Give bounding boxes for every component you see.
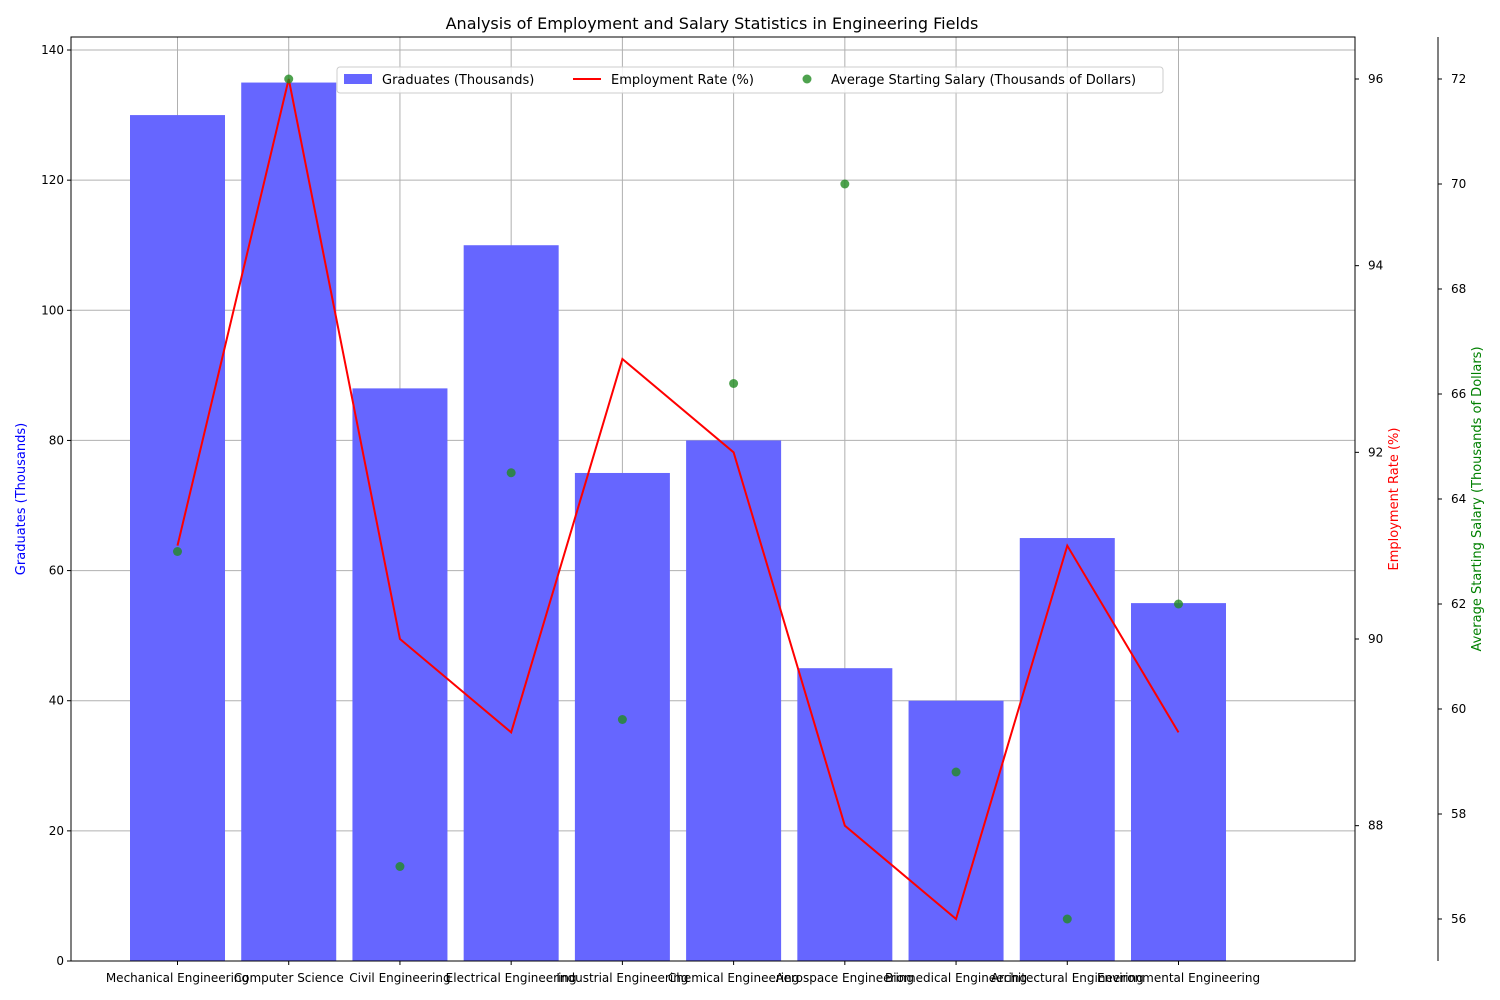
right-tick-label: 92 [1368, 445, 1383, 459]
left-tick-label: 40 [49, 694, 64, 708]
salary-point [506, 468, 516, 478]
legend-box [336, 66, 1164, 94]
right-axis: 88 90 92 94 96 [1355, 72, 1383, 833]
salary-point [173, 547, 182, 556]
left-tick-label: 120 [41, 173, 64, 187]
x-tick-label: Industrial Engineering [556, 971, 688, 985]
x-tick-label: Mechanical Engineering [106, 971, 249, 985]
line-series [176, 78, 1180, 921]
left-tick-label: 100 [41, 303, 64, 317]
scatter-series [173, 74, 1183, 924]
right-tick-label: 90 [1368, 632, 1383, 646]
chart-title: Analysis of Employment and Salary Statis… [446, 14, 979, 33]
x-tick-label: Aerospace Engineering [776, 971, 914, 985]
bar [908, 700, 1004, 961]
bar [1131, 603, 1226, 961]
salary-point [284, 74, 294, 84]
outer-tick-label: 72 [1451, 72, 1466, 86]
right-tick-label: 94 [1368, 259, 1383, 273]
outer-tick-label: 56 [1451, 912, 1466, 926]
left-axis-label: Graduates (Thousands) [14, 423, 29, 575]
x-tick-label: Electrical Engineering [446, 971, 577, 985]
legend-bar-label: Graduates (Thousands) [382, 73, 534, 88]
outer-tick-label: 58 [1451, 807, 1466, 821]
x-tick-label: Architectural Engineering [991, 971, 1144, 985]
x-tick-label: Civil Engineering [349, 971, 450, 985]
outer-axis-label: Average Starting Salary (Thousands of Do… [1470, 346, 1485, 651]
salary-point [729, 379, 739, 388]
salary-point [1174, 599, 1183, 609]
left-axis: 0 20 40 60 80 100 120 140 [41, 43, 71, 968]
outer-tick-label: 64 [1451, 492, 1466, 506]
left-tick-label: 60 [49, 564, 64, 578]
employment-rate-line [176, 78, 1180, 921]
outer-tick-label: 62 [1451, 597, 1466, 611]
outer-tick-label: 68 [1451, 282, 1466, 296]
salary-point [617, 715, 627, 724]
x-tick-label: Environmental Engineering [1097, 971, 1260, 985]
salary-point [395, 862, 405, 871]
x-tick-label: Biomedical Engineering [885, 971, 1027, 985]
outer-tick-label: 70 [1451, 177, 1466, 191]
left-tick-label: 140 [41, 43, 64, 57]
outer-axis: 56 58 60 62 64 66 68 70 72 [1438, 72, 1466, 926]
legend-bar-swatch [344, 74, 372, 84]
salary-point [1062, 914, 1072, 924]
outer-tick-label: 60 [1451, 702, 1466, 716]
left-tick-label: 80 [49, 433, 64, 447]
x-tick-label: Chemical Engineering [668, 971, 800, 985]
salary-point [840, 179, 850, 189]
bar [241, 82, 337, 961]
left-tick-label: 0 [56, 954, 64, 968]
legend-scatter-swatch [802, 74, 812, 84]
bar [463, 245, 559, 962]
plot-frame [70, 36, 1356, 962]
legend-scatter-label: Average Starting Salary (Thousands of Do… [831, 73, 1136, 88]
salary-point [951, 767, 961, 777]
bar [686, 440, 782, 961]
right-axis-label: Employment Rate (%) [1387, 428, 1402, 571]
left-tick-label: 20 [49, 824, 64, 838]
right-tick-label: 96 [1368, 72, 1383, 86]
outer-tick-label: 66 [1451, 387, 1466, 401]
legend: Graduates (Thousands) Employment Rate (%… [336, 66, 1164, 94]
right-tick-label: 88 [1368, 819, 1383, 833]
legend-line-label: Employment Rate (%) [611, 73, 754, 88]
x-tick-label: Computer Science [234, 971, 344, 985]
bar [130, 115, 225, 961]
bar [1019, 538, 1115, 961]
